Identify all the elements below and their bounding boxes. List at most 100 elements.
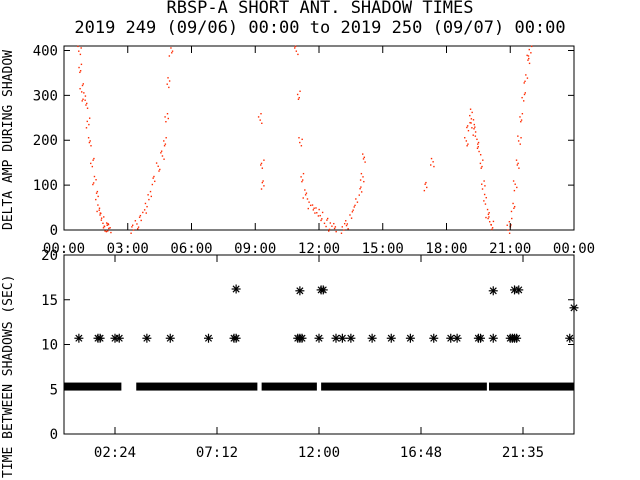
top-data-point	[165, 121, 167, 123]
top-data-point	[151, 183, 154, 186]
top-data-point	[167, 117, 169, 120]
top-data-point	[161, 155, 164, 157]
asterisk-stroke	[232, 334, 240, 342]
bottom-baseline-group	[64, 382, 574, 391]
top-data-point	[526, 77, 529, 79]
top-data-point	[488, 216, 490, 218]
top-data-point	[328, 230, 330, 232]
top-data-point	[296, 93, 299, 96]
top-data-point	[108, 227, 110, 230]
top-data-point	[425, 181, 427, 184]
bottom-baseline-band	[64, 382, 122, 391]
top-x-tick-label: 21:00	[489, 241, 531, 257]
top-data-point	[146, 205, 148, 208]
bottom-data-point	[297, 333, 307, 343]
top-data-point	[294, 47, 296, 49]
top-data-point	[160, 152, 162, 154]
top-data-point	[487, 213, 490, 216]
bottom-axis-group: 0 5 10 15 20 02:24 07:12 12:00 16:48 21:35	[41, 248, 574, 461]
top-data-point	[100, 212, 102, 215]
top-data-point	[513, 207, 515, 209]
top-data-point	[518, 167, 520, 169]
asterisk-stroke	[115, 334, 123, 342]
top-data-point	[93, 157, 95, 160]
top-data-point	[526, 54, 528, 57]
top-data-point	[84, 95, 87, 97]
top-data-point	[142, 211, 144, 214]
top-data-point	[304, 194, 307, 196]
top-data-point	[305, 192, 308, 194]
top-data-point	[100, 217, 103, 219]
top-data-point	[313, 207, 315, 209]
asterisk-stroke	[566, 334, 574, 342]
top-data-point	[263, 159, 265, 161]
top-data-point	[138, 216, 141, 218]
top-data-point	[295, 50, 298, 52]
top-data-point	[109, 227, 111, 229]
bottom-y-tick-label: 20	[41, 248, 58, 264]
top-data-point	[481, 165, 483, 168]
top-x-tick-label: 03:00	[107, 241, 149, 257]
top-data-point	[470, 118, 473, 120]
bottom-data-point	[231, 284, 241, 294]
top-data-point	[480, 167, 482, 169]
top-data-point	[262, 180, 264, 182]
bottom-data-point	[295, 286, 305, 296]
top-data-point	[306, 198, 309, 200]
top-data-point	[311, 204, 314, 206]
top-data-point	[433, 165, 435, 168]
top-data-point	[321, 218, 323, 220]
bottom-point-group	[74, 284, 579, 343]
top-x-tick-label: 12:00	[298, 241, 340, 257]
asterisk-stroke	[513, 334, 521, 342]
top-data-point	[524, 80, 526, 83]
top-x-tick-label: 00:00	[43, 241, 85, 257]
top-data-point	[510, 210, 513, 213]
top-data-point	[168, 55, 171, 57]
top-data-point	[157, 165, 159, 167]
top-data-point	[93, 175, 96, 178]
top-data-point	[302, 179, 304, 181]
top-data-point	[137, 226, 140, 228]
top-data-point	[470, 122, 472, 124]
top-data-point	[88, 141, 91, 144]
top-data-point	[483, 180, 485, 182]
top-data-point	[163, 145, 166, 147]
bottom-data-point	[488, 286, 498, 296]
top-data-point	[528, 57, 530, 60]
top-data-point	[520, 137, 522, 139]
top-data-point	[359, 188, 361, 190]
top-data-point	[491, 228, 493, 231]
top-data-point	[474, 126, 476, 128]
top-data-point	[331, 225, 333, 227]
top-data-point	[488, 212, 490, 214]
top-data-point	[130, 232, 132, 234]
top-data-point	[477, 143, 479, 145]
top-data-point	[491, 227, 494, 229]
top-data-point	[168, 86, 170, 89]
top-data-point	[473, 123, 475, 126]
top-data-point	[87, 137, 90, 139]
bottom-y-axis-label: TIME BETWEEN SHADOWS (SEC)	[1, 275, 16, 479]
top-data-point	[104, 230, 106, 232]
top-data-point	[319, 214, 321, 217]
top-data-point	[260, 164, 262, 166]
top-data-point	[308, 201, 310, 203]
top-data-point	[477, 146, 479, 148]
bottom-data-point	[346, 333, 356, 343]
top-data-point	[137, 228, 139, 230]
top-data-point	[107, 222, 109, 225]
top-data-point	[467, 129, 470, 132]
bottom-x-tick-label: 12:00	[298, 445, 340, 461]
top-data-point	[432, 161, 434, 163]
top-data-point	[148, 198, 150, 201]
top-data-point	[134, 220, 137, 222]
bottom-plot-frame	[63, 254, 575, 435]
top-data-point	[301, 138, 303, 141]
bottom-data-point	[446, 333, 456, 343]
top-data-point	[171, 50, 174, 52]
top-data-point	[163, 158, 165, 160]
top-data-point	[345, 220, 347, 222]
top-data-point	[159, 168, 161, 171]
top-data-point	[523, 82, 525, 84]
